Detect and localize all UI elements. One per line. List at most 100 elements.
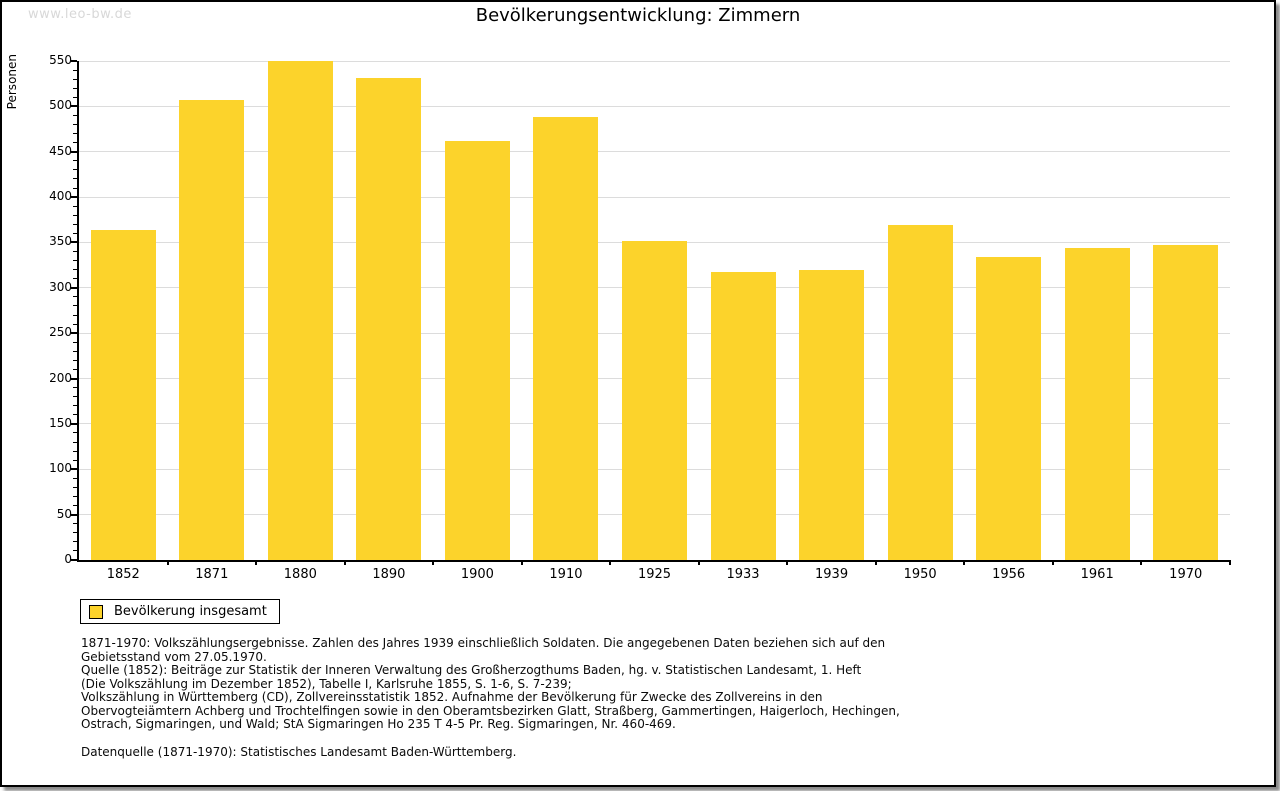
y-axis-label: Personen <box>5 54 19 110</box>
y-tick-240 <box>73 341 77 343</box>
x-label-1939: 1939 <box>815 567 849 582</box>
chart-title: Bevölkerungsentwicklung: Zimmern <box>475 5 801 26</box>
bar-1871 <box>179 100 245 560</box>
footer-line-5: Volkszählung in Württemberg (CD), Zollve… <box>81 690 823 704</box>
y-tick-500 <box>71 105 77 108</box>
y-tick-320 <box>73 269 77 271</box>
legend-label: Bevölkerung insgesamt <box>114 604 267 619</box>
x-tick-12 <box>1140 560 1143 565</box>
y-tick-510 <box>73 96 77 98</box>
x-label-1925: 1925 <box>637 567 672 582</box>
x-label-1910: 1910 <box>549 567 583 582</box>
y-tick-label-500: 500 <box>49 98 72 113</box>
x-tick-6 <box>609 560 612 565</box>
y-tick-430 <box>73 169 77 171</box>
y-tick-190 <box>73 387 77 389</box>
y-tick-440 <box>73 160 77 162</box>
y-tick-230 <box>73 350 77 352</box>
y-tick-130 <box>73 441 77 443</box>
y-tick-label-450: 450 <box>49 143 72 158</box>
y-tick-490 <box>73 114 77 116</box>
y-tick-110 <box>73 459 77 461</box>
y-tick-400 <box>71 196 77 199</box>
footer-line-3: Quelle (1852): Beiträge zur Statistik de… <box>81 663 862 677</box>
y-tick-310 <box>73 278 77 280</box>
x-label-1970: 1970 <box>1169 567 1203 582</box>
y-tick-220 <box>73 359 77 361</box>
x-tick-1 <box>166 560 169 565</box>
y-tick-330 <box>73 260 77 262</box>
bar-1852 <box>90 229 156 560</box>
bar-1939 <box>799 269 865 560</box>
y-tick-450 <box>71 150 77 153</box>
footer-datasource: Datenquelle (1871-1970): Statistisches L… <box>81 744 517 759</box>
bar-1890 <box>356 78 422 560</box>
y-tick-100 <box>71 468 77 471</box>
y-tick-360 <box>73 232 77 234</box>
y-tick-470 <box>73 133 77 135</box>
footer-line-6: Obervogteiämtern Achberg und Trochtelfin… <box>81 703 900 718</box>
bar-1950 <box>887 225 953 560</box>
y-tick-50 <box>71 513 77 516</box>
y-tick-140 <box>73 432 77 434</box>
x-tick-8 <box>786 560 789 565</box>
legend: Bevölkerung insgesamt <box>80 599 280 624</box>
y-tick-530 <box>73 78 77 80</box>
footer-line-2: Gebietsstand vom 27.05.1970. <box>81 649 267 664</box>
x-tick-2 <box>255 560 258 565</box>
bar-1910 <box>533 117 599 560</box>
x-label-1871: 1871 <box>195 567 229 582</box>
gridline-450 <box>79 151 1230 153</box>
y-tick-390 <box>73 205 77 207</box>
gridline-400 <box>79 196 1230 198</box>
y-tick-label-200: 200 <box>49 370 72 385</box>
footer-line-4: (Die Volkszählung im Dezember 1852), Tab… <box>81 676 572 691</box>
y-tick-20 <box>73 541 77 543</box>
x-tick-3 <box>343 560 346 565</box>
y-tick-label-150: 150 <box>49 415 72 430</box>
x-tick-5 <box>520 560 523 565</box>
y-tick-350 <box>71 241 77 244</box>
x-label-1852: 1852 <box>106 567 140 582</box>
watermark: www.leo-bw.de <box>28 7 132 22</box>
gridline-550 <box>79 60 1230 62</box>
y-tick-460 <box>73 142 77 144</box>
y-tick-280 <box>73 305 77 307</box>
y-tick-40 <box>73 523 77 525</box>
y-tick-340 <box>73 251 77 253</box>
bar-1956 <box>976 256 1042 560</box>
y-tick-label-0: 0 <box>64 552 72 566</box>
x-axis-line <box>77 560 1230 562</box>
bar-1880 <box>267 61 333 560</box>
y-tick-480 <box>73 124 77 125</box>
y-tick-540 <box>73 69 77 71</box>
y-tick-210 <box>73 368 77 370</box>
y-tick-380 <box>73 214 77 216</box>
x-label-1956: 1956 <box>992 567 1026 582</box>
y-tick-420 <box>73 178 77 180</box>
x-tick-10 <box>963 560 966 565</box>
y-tick-label-100: 100 <box>49 461 72 476</box>
legend-color-swatch <box>89 604 103 619</box>
y-tick-170 <box>73 405 77 407</box>
y-tick-180 <box>73 396 77 398</box>
x-label-1950: 1950 <box>903 567 937 582</box>
y-tick-label-300: 300 <box>49 279 72 294</box>
footer-line-7: Ostrach, Sigmaringen, und Wald; StA Sigm… <box>81 717 676 731</box>
y-tick-520 <box>73 87 77 89</box>
y-tick-300 <box>71 286 77 289</box>
plot-area: 0 50 100 150 200 250 300 350 400 450 500 550 1852 187… <box>49 53 1231 582</box>
bar-1961 <box>1064 247 1130 560</box>
x-tick-11 <box>1051 560 1054 565</box>
y-tick-10 <box>73 550 77 552</box>
x-tick-13 <box>1229 560 1231 565</box>
y-tick-150 <box>71 422 77 425</box>
y-tick-370 <box>73 223 77 225</box>
y-tick-160 <box>73 414 77 416</box>
y-tick-label-50: 50 <box>56 506 72 521</box>
y-tick-label-400: 400 <box>49 189 72 204</box>
bar-1900 <box>444 140 510 560</box>
footer-line-1: 1871-1970: Volkszählungsergebnisse. Zahl… <box>81 636 886 650</box>
y-tick-90 <box>73 477 77 479</box>
x-label-1933: 1933 <box>726 567 760 582</box>
